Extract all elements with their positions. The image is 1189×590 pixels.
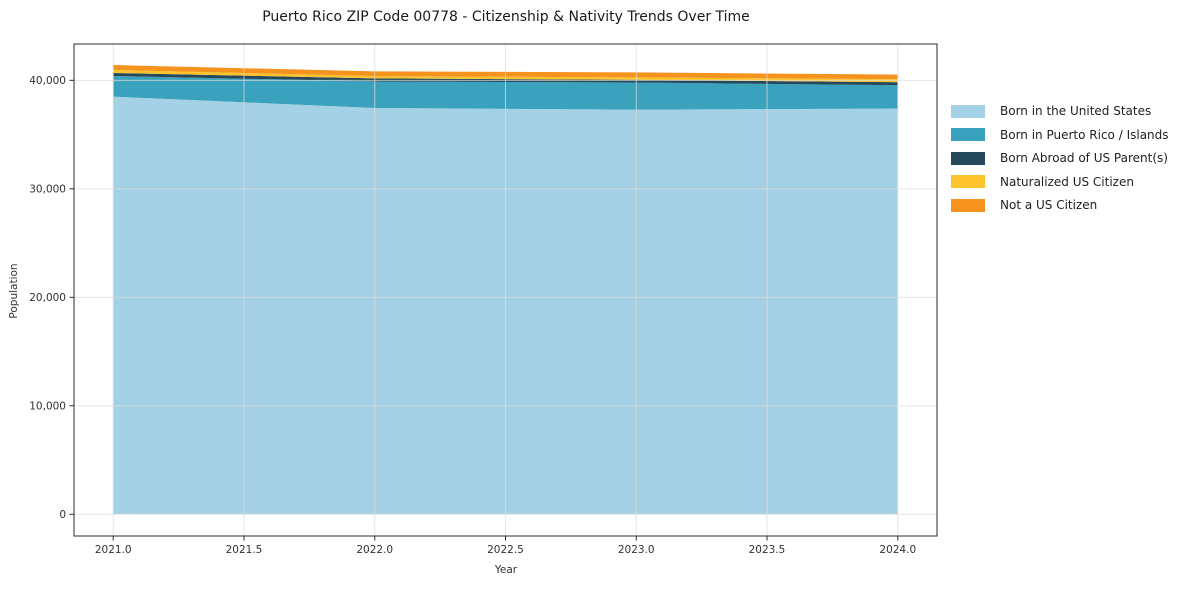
y-tick-label: 10,000 bbox=[29, 401, 66, 413]
legend-label: Naturalized US Citizen bbox=[1000, 174, 1134, 189]
legend: Born in the United States Born in Puerto… bbox=[951, 104, 1169, 222]
y-axis-label: Population bbox=[8, 263, 20, 319]
legend-item: Born in Puerto Rico / Islands bbox=[951, 128, 1169, 142]
y-tick-label: 30,000 bbox=[29, 184, 66, 196]
x-tick-label: 2023.5 bbox=[749, 544, 786, 556]
x-tick-label: 2021.0 bbox=[95, 544, 132, 556]
legend-swatch bbox=[951, 175, 985, 188]
legend-item: Not a US Citizen bbox=[951, 198, 1169, 212]
y-tick-label: 40,000 bbox=[29, 75, 66, 87]
legend-label: Born in Puerto Rico / Islands bbox=[1000, 127, 1169, 142]
x-tick-label: 2022.0 bbox=[356, 544, 393, 556]
legend-swatch bbox=[951, 198, 985, 212]
y-tick-label: 20,000 bbox=[29, 292, 66, 304]
legend-swatch bbox=[951, 104, 985, 118]
chart-title: Puerto Rico ZIP Code 00778 - Citizenship… bbox=[262, 9, 750, 25]
legend-item: Born in the United States bbox=[951, 104, 1169, 118]
x-tick-label: 2022.5 bbox=[487, 544, 524, 556]
legend-item: Born Abroad of US Parent(s) bbox=[951, 151, 1169, 165]
legend-label: Born Abroad of US Parent(s) bbox=[1000, 151, 1168, 165]
legend-label: Born in the United States bbox=[1000, 104, 1152, 118]
legend-swatch bbox=[951, 128, 985, 141]
x-tick-label: 2021.5 bbox=[226, 544, 263, 556]
area-series-3 bbox=[113, 69, 898, 83]
x-tick-label: 2023.0 bbox=[618, 544, 655, 556]
legend-item: Naturalized US Citizen bbox=[951, 175, 1169, 189]
area-series-2 bbox=[113, 72, 898, 86]
legend-label: Not a US Citizen bbox=[1000, 198, 1098, 212]
x-tick-label: 2024.0 bbox=[879, 544, 916, 556]
x-axis-label: Year bbox=[494, 564, 518, 576]
legend-swatch bbox=[951, 151, 985, 165]
y-tick-label: 0 bbox=[59, 509, 66, 521]
